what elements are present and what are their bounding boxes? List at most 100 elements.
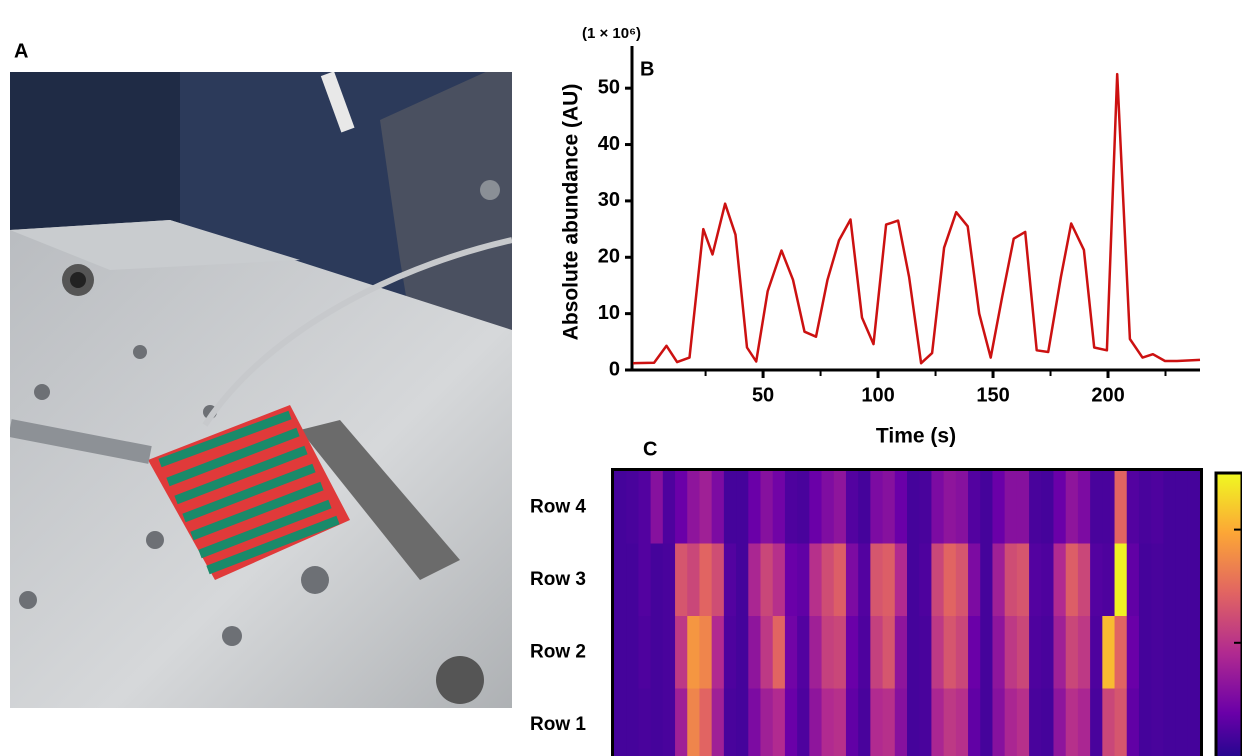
heat-cell xyxy=(882,616,896,689)
heat-cell xyxy=(797,543,810,617)
heat-cell xyxy=(797,688,810,756)
heat-cell xyxy=(992,616,1006,689)
panel-label: B xyxy=(640,58,654,80)
heat-cell xyxy=(772,616,786,689)
heat-cell xyxy=(760,688,774,756)
heat-cell xyxy=(650,471,664,544)
heat-cell xyxy=(1016,688,1030,756)
heat-cell xyxy=(1016,543,1030,617)
heat-cell xyxy=(968,543,981,617)
heat-cell xyxy=(858,543,871,617)
heat-cell xyxy=(833,688,847,756)
heat-cell xyxy=(845,543,859,617)
heat-cell xyxy=(675,688,688,756)
heat-cell xyxy=(1126,616,1140,689)
heat-cell xyxy=(797,616,810,689)
heat-cell xyxy=(882,688,896,756)
heat-cell xyxy=(1138,616,1152,689)
heat-cell xyxy=(723,688,737,756)
heat-cell xyxy=(931,471,945,544)
heat-cell xyxy=(919,471,932,544)
heat-cell xyxy=(1102,616,1116,689)
row-label: Row 1 xyxy=(530,714,586,735)
y-tick-label: 0 xyxy=(609,358,620,380)
heat-cell xyxy=(1187,471,1201,544)
heat-cell xyxy=(626,688,639,756)
heat-cell xyxy=(1114,616,1128,689)
heat-cell xyxy=(943,471,957,544)
heat-cell xyxy=(675,471,688,544)
y-tick-label: 30 xyxy=(598,189,620,211)
heat-cell xyxy=(980,688,993,756)
heat-cell xyxy=(1126,543,1140,617)
heat-cell xyxy=(784,616,798,689)
heat-cell xyxy=(626,471,639,544)
row-label: Row 4 xyxy=(530,496,586,517)
heat-cell xyxy=(748,471,761,544)
heat-cell xyxy=(1053,471,1067,544)
heat-cell xyxy=(1090,543,1103,617)
heat-cell xyxy=(711,688,725,756)
heat-cell xyxy=(833,616,847,689)
heat-cell xyxy=(1138,543,1152,617)
heat-cell xyxy=(650,688,664,756)
heat-cell xyxy=(931,688,945,756)
heat-cell xyxy=(687,543,700,617)
heat-cell xyxy=(1090,471,1103,544)
heat-cell xyxy=(650,543,664,617)
heat-cell xyxy=(784,471,798,544)
heat-cell xyxy=(1029,543,1042,617)
heat-cell xyxy=(821,471,835,544)
heat-cell xyxy=(968,471,981,544)
heat-cell xyxy=(931,543,945,617)
heat-cell xyxy=(748,688,761,756)
heat-cell xyxy=(980,543,993,617)
y-tick-label: 20 xyxy=(598,246,620,268)
heat-cell xyxy=(687,688,700,756)
heat-cell xyxy=(809,543,823,617)
heat-cell xyxy=(723,543,737,617)
heat-cell xyxy=(748,616,761,689)
heat-cell xyxy=(614,471,627,544)
heat-cell xyxy=(1175,688,1189,756)
heat-cell xyxy=(1138,688,1152,756)
heat-cell xyxy=(760,616,774,689)
heat-cell xyxy=(1151,471,1164,544)
heat-cell xyxy=(919,688,932,756)
y-tick-label: 10 xyxy=(598,302,620,324)
heat-cell xyxy=(1138,471,1152,544)
heat-cell xyxy=(992,543,1006,617)
heat-cell xyxy=(992,688,1006,756)
heat-cell xyxy=(1151,688,1164,756)
heat-cell xyxy=(1163,471,1177,544)
heat-cell xyxy=(821,688,835,756)
heat-cell xyxy=(1163,543,1177,617)
heat-cell xyxy=(1016,616,1030,689)
heat-cell xyxy=(784,688,798,756)
heat-cell xyxy=(626,616,639,689)
heat-cell xyxy=(1004,688,1018,756)
heat-cell xyxy=(809,688,823,756)
heat-cell xyxy=(992,471,1006,544)
heat-cell xyxy=(662,471,676,544)
heat-cell xyxy=(614,616,627,689)
heat-cell xyxy=(699,543,713,617)
heat-cell xyxy=(955,471,969,544)
heat-cell xyxy=(894,688,908,756)
heat-cell xyxy=(894,543,908,617)
y-tick-label: 40 xyxy=(598,133,620,155)
heat-cell xyxy=(1065,616,1079,689)
heat-cell xyxy=(894,471,908,544)
heat-cell xyxy=(626,543,639,617)
heat-cell xyxy=(919,616,932,689)
heat-cell xyxy=(907,543,920,617)
x-tick-label: 150 xyxy=(976,384,1009,406)
heat-cell xyxy=(711,543,725,617)
heat-cell xyxy=(1077,471,1091,544)
row-label: Row 2 xyxy=(530,641,586,662)
heat-cell xyxy=(748,543,761,617)
heat-cell xyxy=(1114,688,1128,756)
heat-cell xyxy=(638,471,652,544)
heat-cell xyxy=(1004,616,1018,689)
heat-cell xyxy=(870,543,884,617)
